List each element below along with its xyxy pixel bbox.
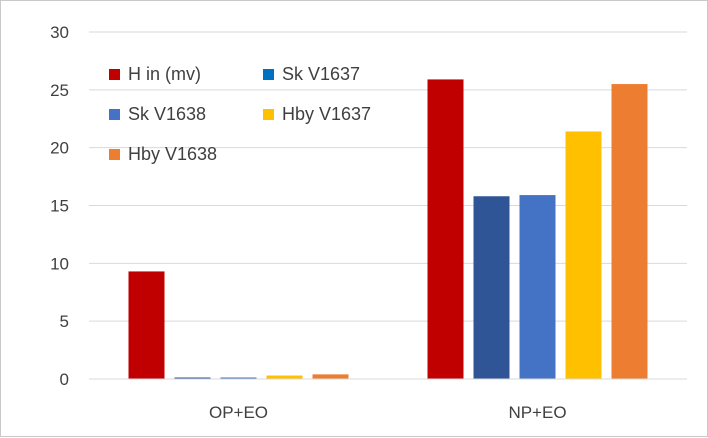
legend-label: Sk V1638 xyxy=(128,104,206,124)
y-tick-label: 15 xyxy=(50,197,69,216)
y-tick-label: 0 xyxy=(60,370,69,389)
labels: 0 5 10 15 20 25 30 OP+EO NP+EO xyxy=(50,23,566,422)
legend-label: Sk V1637 xyxy=(282,64,360,84)
legend: H in (mv) Sk V1637 Sk V1638 Hby V1637 Hby V1… xyxy=(109,64,371,164)
x-category-label: NP+EO xyxy=(508,403,566,422)
legend-label: Hby V1637 xyxy=(282,104,371,124)
x-category-label: OP+EO xyxy=(209,403,268,422)
legend-swatch xyxy=(109,149,120,160)
gridlines xyxy=(89,31,687,380)
bar xyxy=(427,79,464,379)
legend-swatch xyxy=(263,109,274,120)
y-tick-label: 5 xyxy=(60,312,69,331)
bar xyxy=(128,271,165,379)
bar xyxy=(266,375,303,379)
bar xyxy=(519,195,556,379)
y-tick-label: 25 xyxy=(50,81,69,100)
legend-swatch xyxy=(109,69,120,80)
bars xyxy=(128,79,648,380)
legend-swatch xyxy=(109,109,120,120)
legend-label: Hby V1638 xyxy=(128,144,217,164)
legend-swatch xyxy=(263,69,274,80)
y-tick-label: 20 xyxy=(50,139,69,158)
bar xyxy=(611,84,648,380)
y-tick-label: 30 xyxy=(50,23,69,42)
legend-label: H in (mv) xyxy=(128,64,201,84)
y-tick-label: 10 xyxy=(50,254,69,273)
bar xyxy=(312,374,349,379)
bar xyxy=(565,131,602,379)
bar xyxy=(473,196,510,379)
bar xyxy=(220,377,257,379)
bar xyxy=(174,377,211,379)
